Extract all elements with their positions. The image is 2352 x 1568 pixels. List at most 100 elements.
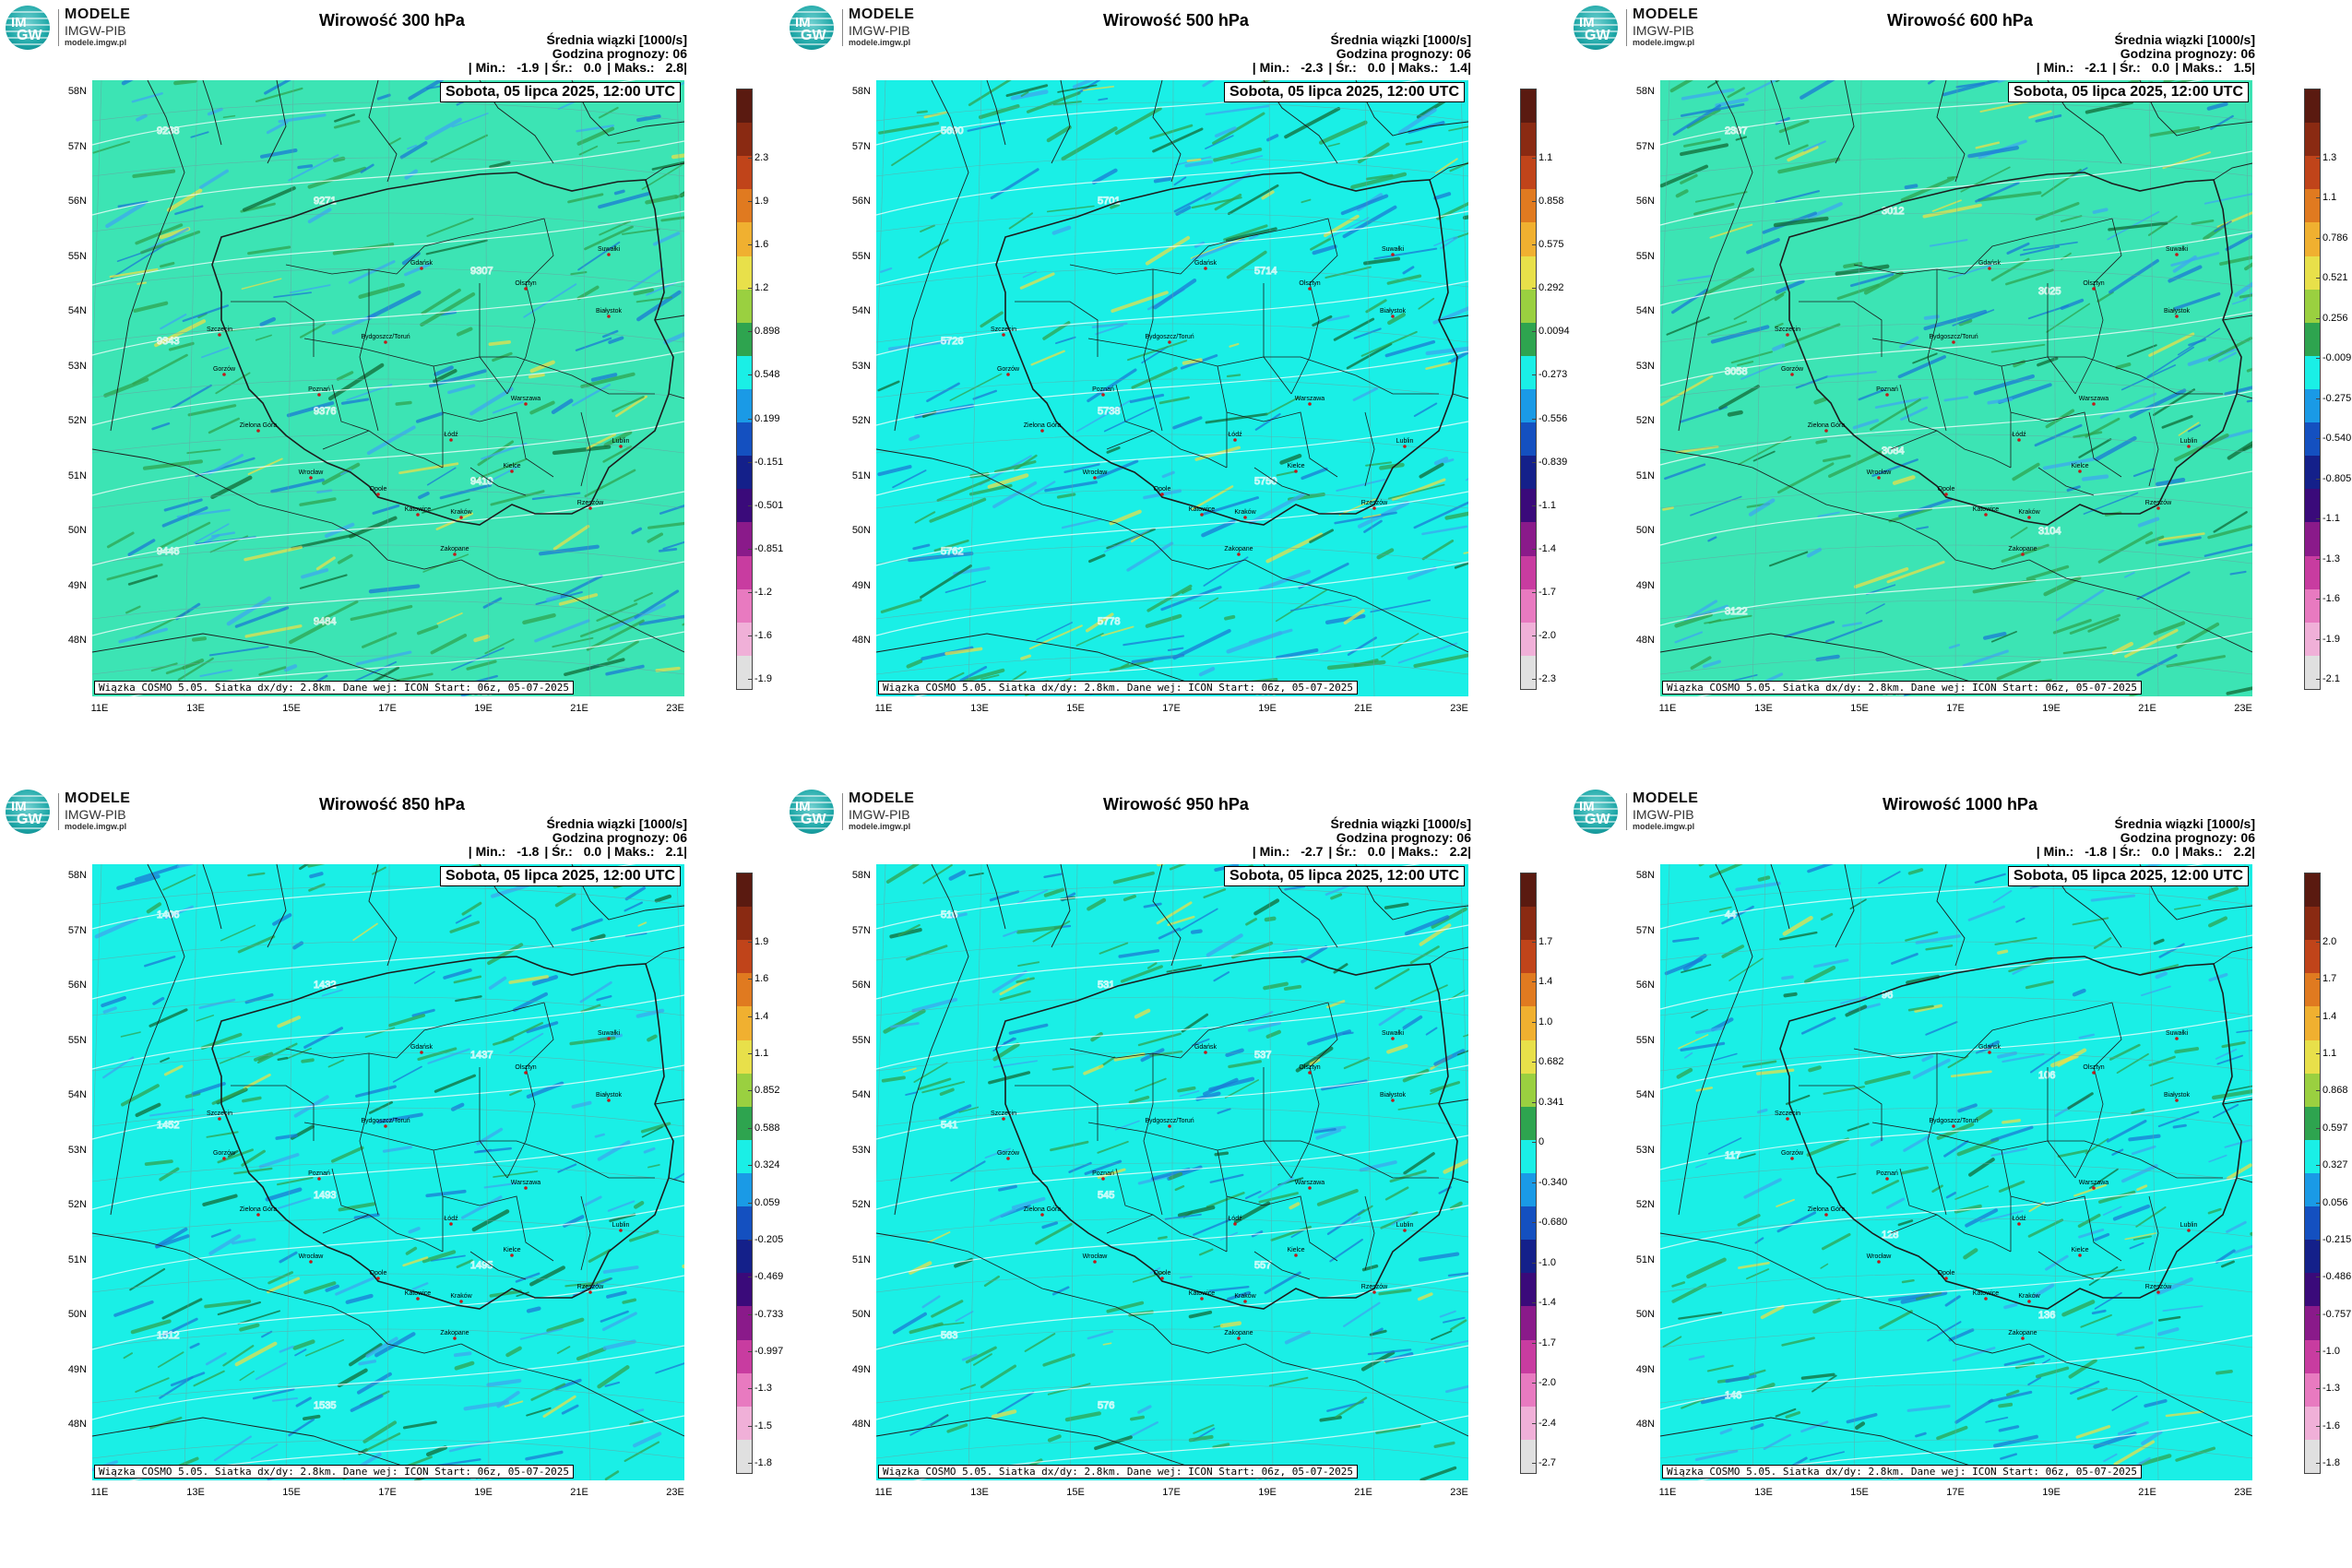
vorticity-streak bbox=[2068, 1359, 2097, 1379]
city-label: Suwałki bbox=[598, 246, 621, 253]
vorticity-streak bbox=[1370, 599, 1431, 613]
city-marker bbox=[607, 1037, 611, 1040]
vorticity-streak bbox=[2087, 617, 2120, 633]
colorbar-segment bbox=[1521, 940, 1536, 974]
city-label: Łódź bbox=[1228, 432, 1242, 438]
vorticity-streak bbox=[327, 1059, 345, 1068]
vorticity-streak bbox=[634, 589, 680, 619]
logo-emblem-text-bottom: GW bbox=[1585, 812, 1610, 827]
city-marker bbox=[1391, 253, 1395, 256]
colorbar-segment bbox=[1521, 389, 1536, 423]
vorticity-streak bbox=[1326, 315, 1350, 322]
colorbar-tick bbox=[2316, 317, 2320, 319]
voivodeship-border bbox=[469, 467, 527, 496]
vorticity-streak bbox=[1921, 1054, 1934, 1063]
info-forecast-hour: Godzina prognozy: 06 bbox=[552, 46, 687, 61]
vorticity-streak bbox=[1301, 467, 1328, 481]
colorbar-tick bbox=[2316, 1313, 2320, 1315]
lon-tick-label: 15E bbox=[282, 703, 301, 714]
colorbar-tick bbox=[2316, 1053, 2320, 1055]
vorticity-streak bbox=[358, 1360, 377, 1366]
graticule-parallel bbox=[1660, 489, 2252, 509]
vorticity-streak bbox=[489, 1289, 522, 1298]
vorticity-streak bbox=[368, 584, 421, 594]
vorticity-streak bbox=[1407, 566, 1437, 580]
vorticity-streak bbox=[2106, 1120, 2147, 1143]
lat-tick-label: 58N bbox=[851, 86, 871, 97]
contour-label: 3058 bbox=[1725, 366, 1747, 377]
vorticity-streak bbox=[530, 1383, 566, 1401]
city-marker bbox=[2156, 1290, 2160, 1294]
vorticity-streak bbox=[909, 434, 921, 442]
colorbar-segment bbox=[2305, 622, 2320, 657]
vorticity-streak bbox=[1690, 656, 1712, 670]
voivodeship-border bbox=[2037, 467, 2095, 496]
vorticity-streak bbox=[2136, 653, 2178, 677]
vorticity-streak bbox=[103, 377, 149, 398]
contour-line bbox=[92, 280, 684, 356]
contour-line bbox=[92, 210, 684, 286]
vorticity-streak bbox=[2067, 1092, 2094, 1110]
vorticity-streak bbox=[1929, 239, 1968, 247]
voivodeship-border bbox=[506, 1002, 554, 1179]
contour-label: 5738 bbox=[1098, 406, 1120, 417]
city-label: Szczecin bbox=[1775, 327, 1800, 333]
colorbar-segment bbox=[737, 189, 752, 223]
lat-tick-label: 51N bbox=[851, 469, 871, 481]
vorticity-streak bbox=[486, 1378, 522, 1387]
vorticity-streak bbox=[420, 291, 476, 327]
vorticity-streak bbox=[1167, 915, 1195, 926]
vorticity-streak bbox=[1718, 385, 1761, 410]
vorticity-streak bbox=[2034, 423, 2083, 447]
vorticity-streak bbox=[2108, 221, 2168, 232]
graticule-meridian bbox=[1660, 864, 1670, 1182]
vorticity-streak bbox=[1956, 1137, 2000, 1157]
vorticity-streak bbox=[1840, 995, 1868, 1004]
min-label: | Min.: bbox=[1252, 60, 1290, 75]
contour-label: 1452 bbox=[157, 1120, 179, 1131]
contour-label: 1437 bbox=[470, 1050, 493, 1061]
colorbar-label: -0.733 bbox=[754, 1308, 784, 1320]
city-marker bbox=[510, 1253, 514, 1257]
vorticity-streak bbox=[349, 1343, 383, 1367]
vorticity-streak bbox=[1664, 463, 1706, 481]
colorbar-segment bbox=[737, 1372, 752, 1408]
forecast-map: 516531537541545557563576585GdańskOlsztyn… bbox=[876, 864, 1468, 1480]
vorticity-streak bbox=[1800, 80, 1835, 100]
logo-line1: MODELE bbox=[849, 6, 915, 22]
vorticity-streak bbox=[1369, 1329, 1387, 1336]
max-value: 1.4 bbox=[1449, 60, 1468, 75]
colorbar-segment bbox=[1521, 255, 1536, 291]
vorticity-streak bbox=[2057, 1048, 2087, 1067]
vorticity-streak bbox=[1674, 612, 1713, 628]
vorticity-streak bbox=[1694, 191, 1748, 203]
vorticity-streak bbox=[2070, 1380, 2100, 1395]
city-marker bbox=[2187, 445, 2191, 448]
vorticity-streak bbox=[624, 901, 644, 912]
vorticity-streak bbox=[210, 475, 253, 500]
city-label: Zielona Góra bbox=[1808, 1206, 1846, 1213]
city-label: Gdańsk bbox=[1194, 260, 1218, 267]
country-border bbox=[668, 393, 684, 399]
model-info-footer: Wiązka COSMO 5.05. Siatka dx/dy: 2.8km. … bbox=[94, 1465, 574, 1479]
vorticity-streak bbox=[255, 334, 272, 341]
city-label: Olsztyn bbox=[515, 1064, 536, 1071]
vorticity-streak bbox=[1028, 624, 1083, 650]
vorticity-streak bbox=[1072, 80, 1096, 89]
country-border bbox=[1936, 80, 1966, 183]
vorticity-streak bbox=[2097, 1190, 2136, 1204]
colorbar-label: -0.469 bbox=[754, 1271, 784, 1283]
vorticity-streak bbox=[279, 1345, 294, 1353]
vorticity-streak bbox=[453, 1351, 472, 1358]
vorticity-streak bbox=[1214, 193, 1242, 211]
vorticity-streak bbox=[1912, 352, 1938, 364]
vorticity-streak bbox=[2090, 894, 2136, 902]
vorticity-streak bbox=[1224, 1079, 1260, 1099]
contour-label: 5690 bbox=[941, 125, 963, 137]
vorticity-streak bbox=[1465, 478, 1468, 481]
graticule-meridian bbox=[1170, 864, 1174, 1480]
vorticity-streak bbox=[1257, 1177, 1294, 1199]
colorbar-tick bbox=[748, 1463, 752, 1464]
vorticity-streak bbox=[294, 1348, 307, 1357]
vorticity-streak bbox=[1445, 1384, 1468, 1394]
